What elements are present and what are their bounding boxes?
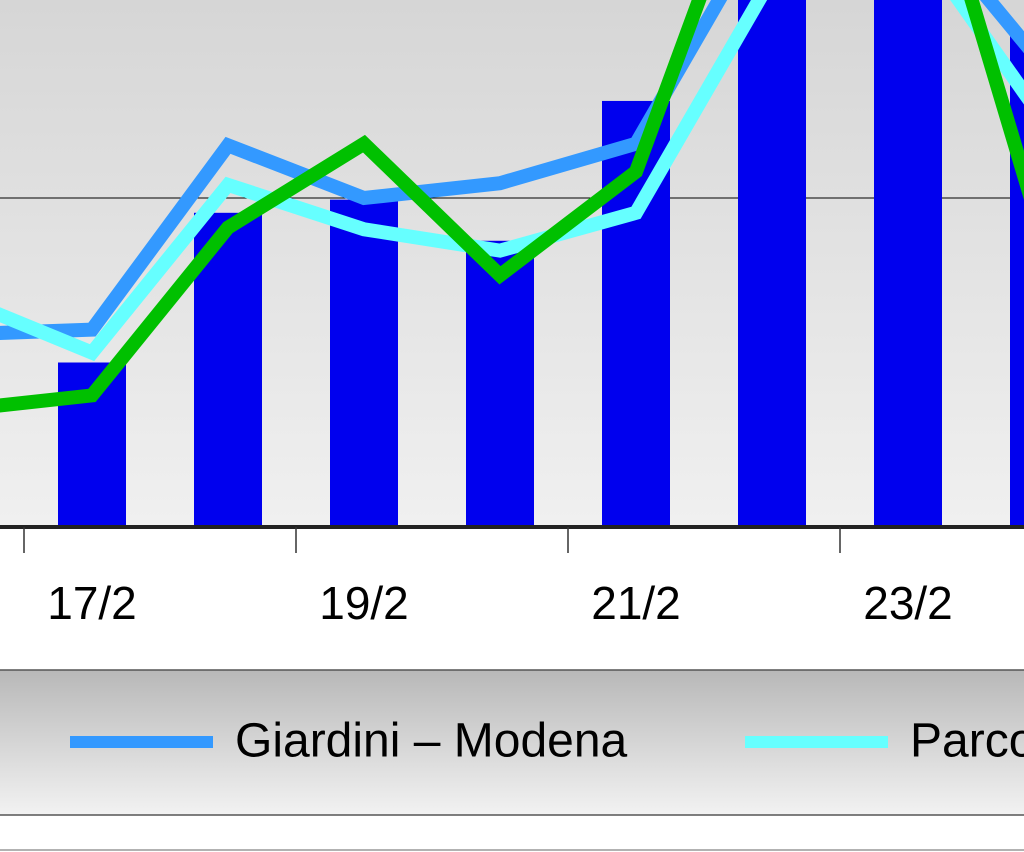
lines [0, 0, 1024, 413]
legend: Giardini – Modena Parco [70, 715, 1024, 768]
bar [874, 0, 942, 527]
bar [738, 0, 806, 527]
series-line [0, 0, 1024, 340]
x-tick-label: 17/2 [47, 577, 137, 629]
legend-label: Parco [910, 715, 1024, 768]
series-line [0, 0, 1024, 413]
x-tick-label: 21/2 [591, 577, 681, 629]
x-tick-label: 23/2 [863, 577, 953, 629]
x-tick-label: 19/2 [319, 577, 409, 629]
x-axis: 17/2 19/2 21/2 23/2 [0, 525, 1024, 629]
bar [330, 199, 398, 527]
legend-label: Giardini – Modena [235, 715, 628, 768]
series-line [0, 0, 1024, 362]
bar [1010, 33, 1024, 527]
bar [466, 240, 534, 527]
